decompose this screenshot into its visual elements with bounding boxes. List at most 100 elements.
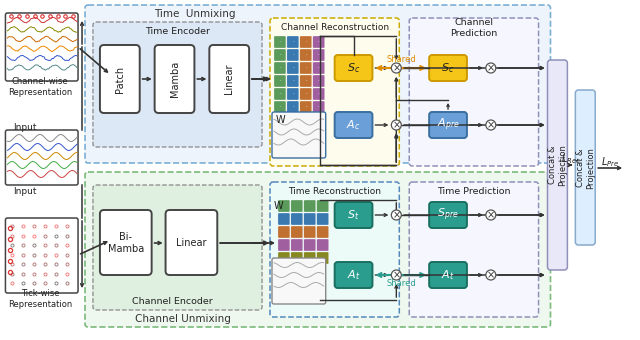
FancyBboxPatch shape bbox=[300, 49, 312, 61]
Text: Input: Input bbox=[13, 122, 37, 132]
Text: Time Prediction: Time Prediction bbox=[437, 187, 511, 197]
Circle shape bbox=[486, 270, 496, 280]
Text: W: W bbox=[274, 201, 284, 211]
Text: Tick-wise
Representation: Tick-wise Representation bbox=[8, 289, 72, 309]
Text: $S_{pre}$: $S_{pre}$ bbox=[437, 207, 459, 223]
Text: ×: × bbox=[392, 120, 401, 130]
Circle shape bbox=[391, 63, 401, 73]
FancyBboxPatch shape bbox=[429, 202, 467, 228]
Text: Shared: Shared bbox=[387, 55, 416, 65]
Text: ·: · bbox=[318, 66, 319, 70]
Circle shape bbox=[486, 120, 496, 130]
FancyBboxPatch shape bbox=[313, 36, 324, 48]
Text: ×: × bbox=[392, 63, 401, 73]
Text: Channel
Prediction: Channel Prediction bbox=[451, 18, 497, 38]
FancyBboxPatch shape bbox=[429, 112, 467, 138]
FancyBboxPatch shape bbox=[278, 226, 290, 238]
FancyBboxPatch shape bbox=[547, 60, 568, 270]
Text: ×: × bbox=[392, 270, 401, 280]
Text: $A_t$: $A_t$ bbox=[347, 268, 360, 282]
FancyBboxPatch shape bbox=[304, 213, 316, 225]
FancyBboxPatch shape bbox=[100, 210, 152, 275]
FancyBboxPatch shape bbox=[270, 182, 399, 317]
Circle shape bbox=[391, 120, 401, 130]
FancyBboxPatch shape bbox=[409, 182, 538, 317]
Text: ×: × bbox=[487, 210, 495, 220]
FancyBboxPatch shape bbox=[155, 45, 195, 113]
Text: $S_t$: $S_t$ bbox=[348, 208, 360, 222]
FancyBboxPatch shape bbox=[270, 18, 399, 166]
FancyBboxPatch shape bbox=[274, 36, 286, 48]
Text: ·: · bbox=[279, 39, 281, 45]
Text: ×: × bbox=[487, 270, 495, 280]
FancyBboxPatch shape bbox=[272, 112, 326, 158]
FancyBboxPatch shape bbox=[287, 62, 299, 74]
Circle shape bbox=[486, 63, 496, 73]
Text: Time Encoder: Time Encoder bbox=[145, 28, 210, 36]
Text: ·: · bbox=[305, 66, 307, 70]
FancyBboxPatch shape bbox=[274, 114, 286, 126]
Text: Time  Unmixing: Time Unmixing bbox=[154, 9, 235, 19]
FancyBboxPatch shape bbox=[429, 262, 467, 288]
FancyBboxPatch shape bbox=[93, 185, 262, 310]
FancyBboxPatch shape bbox=[5, 13, 78, 81]
Text: ·: · bbox=[279, 52, 281, 57]
FancyBboxPatch shape bbox=[287, 49, 299, 61]
Text: Channel Encoder: Channel Encoder bbox=[132, 298, 213, 306]
Text: W: W bbox=[276, 115, 285, 125]
Text: ·: · bbox=[318, 118, 319, 122]
FancyBboxPatch shape bbox=[85, 5, 550, 163]
FancyBboxPatch shape bbox=[409, 18, 538, 166]
Text: ·: · bbox=[318, 52, 319, 57]
Text: ·: · bbox=[318, 104, 319, 109]
FancyBboxPatch shape bbox=[304, 200, 316, 212]
FancyBboxPatch shape bbox=[274, 88, 286, 100]
FancyBboxPatch shape bbox=[300, 75, 312, 87]
Text: ×: × bbox=[487, 63, 495, 73]
Text: ·: · bbox=[305, 91, 307, 97]
Circle shape bbox=[486, 210, 496, 220]
Text: ·: · bbox=[318, 91, 319, 97]
FancyBboxPatch shape bbox=[300, 62, 312, 74]
FancyBboxPatch shape bbox=[291, 252, 303, 264]
FancyBboxPatch shape bbox=[93, 22, 262, 147]
Text: ·: · bbox=[292, 79, 294, 84]
Text: $L_{Rec}$: $L_{Rec}$ bbox=[561, 152, 581, 166]
Text: ·: · bbox=[292, 91, 294, 97]
Text: ·: · bbox=[292, 52, 294, 57]
FancyBboxPatch shape bbox=[300, 88, 312, 100]
FancyBboxPatch shape bbox=[335, 55, 372, 81]
Text: ·: · bbox=[279, 104, 281, 109]
FancyBboxPatch shape bbox=[287, 101, 299, 113]
Text: Bi-
Mamba: Bi- Mamba bbox=[108, 232, 144, 254]
FancyBboxPatch shape bbox=[278, 239, 290, 251]
FancyBboxPatch shape bbox=[5, 130, 78, 185]
Text: ·: · bbox=[305, 104, 307, 109]
FancyBboxPatch shape bbox=[272, 258, 326, 304]
Circle shape bbox=[391, 270, 401, 280]
FancyBboxPatch shape bbox=[287, 114, 299, 126]
Text: Time Reconstruction: Time Reconstruction bbox=[288, 187, 381, 197]
Text: $A_c$: $A_c$ bbox=[346, 118, 361, 132]
Text: ×: × bbox=[487, 120, 495, 130]
FancyBboxPatch shape bbox=[278, 200, 290, 212]
Text: Concat &
Projection: Concat & Projection bbox=[548, 144, 567, 186]
Text: ·: · bbox=[279, 118, 281, 122]
Text: ·: · bbox=[292, 104, 294, 109]
FancyBboxPatch shape bbox=[291, 213, 303, 225]
FancyBboxPatch shape bbox=[166, 210, 218, 275]
FancyBboxPatch shape bbox=[313, 75, 324, 87]
Text: ·: · bbox=[279, 66, 281, 70]
Text: $A_{pre}$: $A_{pre}$ bbox=[436, 117, 460, 133]
Text: $S_c$: $S_c$ bbox=[442, 61, 454, 75]
Text: ·: · bbox=[305, 39, 307, 45]
FancyBboxPatch shape bbox=[85, 172, 550, 327]
FancyBboxPatch shape bbox=[313, 101, 324, 113]
FancyBboxPatch shape bbox=[287, 75, 299, 87]
Text: $S_c$: $S_c$ bbox=[347, 61, 360, 75]
FancyBboxPatch shape bbox=[287, 88, 299, 100]
FancyBboxPatch shape bbox=[287, 36, 299, 48]
Text: ·: · bbox=[279, 91, 281, 97]
Text: Linear: Linear bbox=[176, 238, 207, 248]
FancyBboxPatch shape bbox=[300, 114, 312, 126]
